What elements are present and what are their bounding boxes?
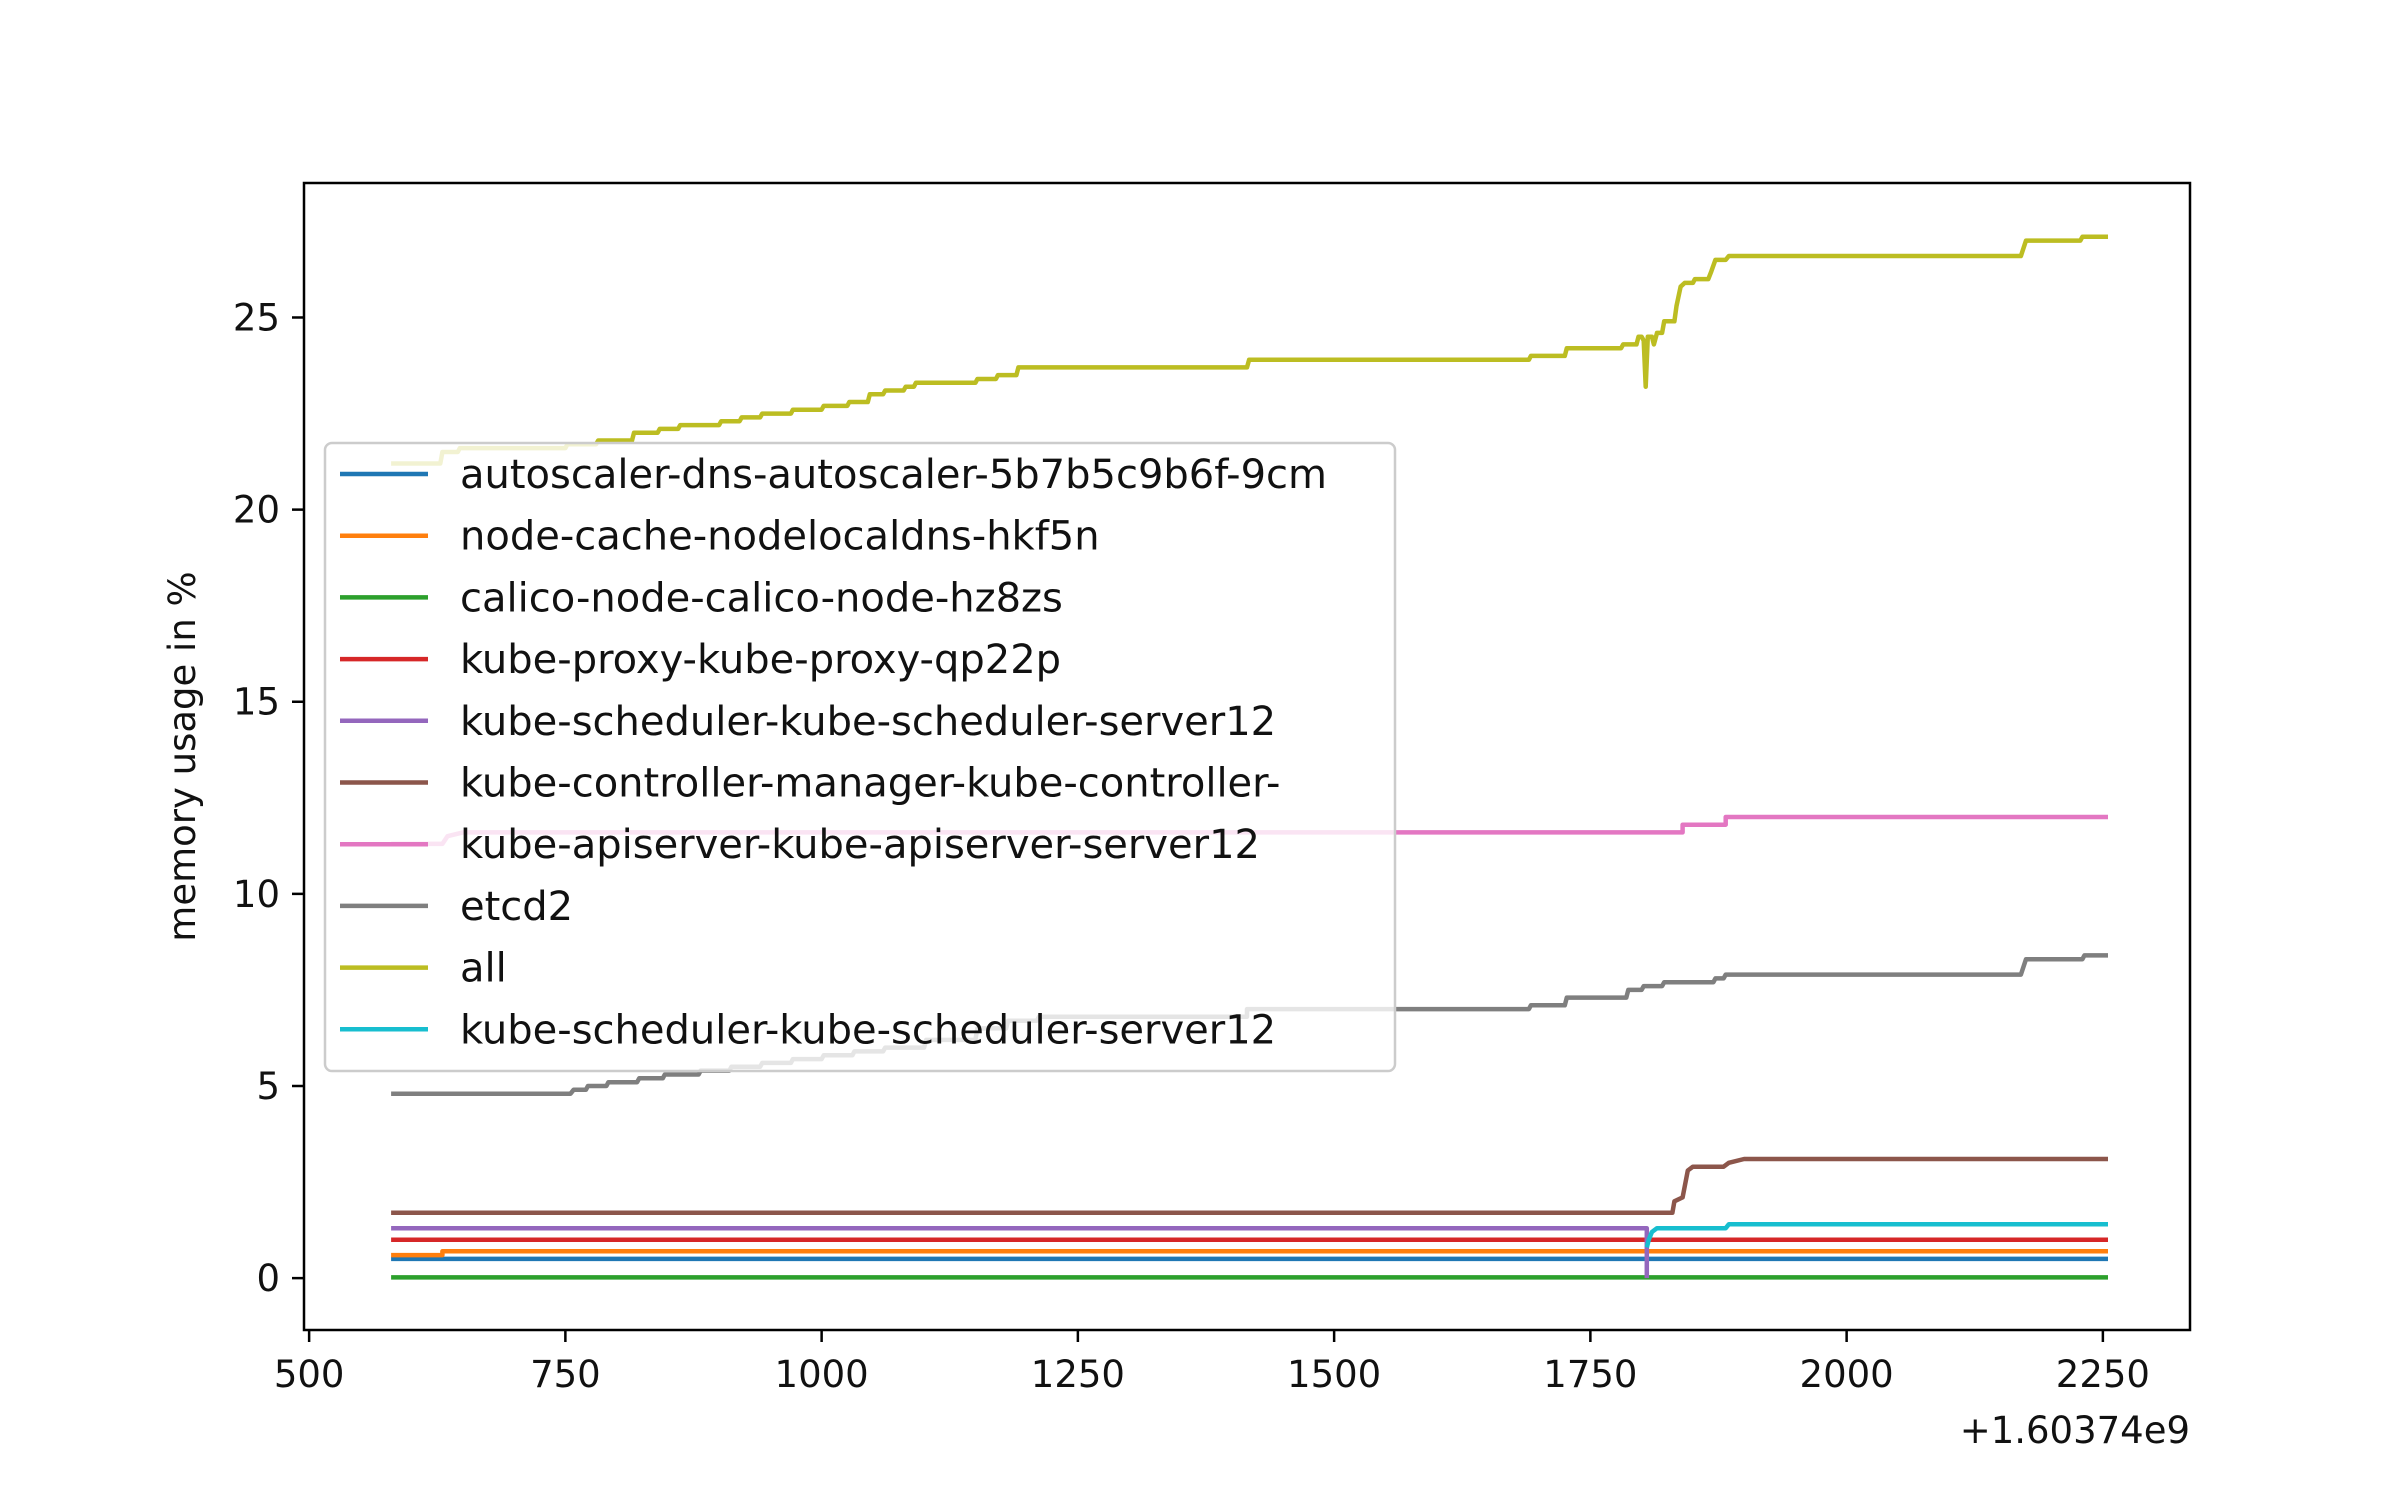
y-tick-label: 0 <box>256 1257 280 1300</box>
x-tick-label: 750 <box>530 1353 601 1396</box>
y-tick-label: 25 <box>233 296 280 339</box>
legend-label-4: kube-scheduler-kube-scheduler-server12 <box>460 699 1276 745</box>
x-tick-label: 2250 <box>2056 1353 2150 1396</box>
x-axis: 500 750 1000 1250 1500 1750 2000 2250 <box>274 1330 2150 1396</box>
series-line-9 <box>1644 1222 2108 1248</box>
y-axis-label: memory usage in % <box>161 571 204 941</box>
legend-label-1: node-cache-nodelocaldns-hkf5n <box>460 514 1100 560</box>
y-axis: 0 5 10 15 20 25 <box>233 296 304 1300</box>
series-layer <box>391 234 2108 1280</box>
plot-area-frame <box>302 181 2192 1332</box>
legend-label-9: kube-scheduler-kube-scheduler-server12 <box>460 1007 1276 1053</box>
series-line-1 <box>391 1248 2108 1258</box>
x-tick-label: 1500 <box>1287 1353 1381 1396</box>
legend-label-0: autoscaler-dns-autoscaler-5b7b5c9b6f-9cm <box>460 452 1327 498</box>
legend: autoscaler-dns-autoscaler-5b7b5c9b6f-9cm… <box>323 441 1397 1073</box>
y-tick-label: 10 <box>233 873 280 916</box>
legend-box <box>323 441 1397 1073</box>
legend-label-2: calico-node-calico-node-hz8zs <box>460 575 1063 621</box>
legend-label-7: etcd2 <box>460 884 573 930</box>
series-line-8 <box>391 234 2108 466</box>
y-tick-label: 20 <box>233 489 280 532</box>
series-line-4 <box>391 1225 1650 1279</box>
x-tick-label: 1750 <box>1543 1353 1637 1396</box>
legend-label-5: kube-controller-manager-kube-controller- <box>460 761 1281 807</box>
legend-label-3: kube-proxy-kube-proxy-qp22p <box>460 637 1061 683</box>
legend-label-8: all <box>460 946 507 992</box>
x-tick-label: 1000 <box>775 1353 869 1396</box>
x-axis-offset-label: +1.60374e9 <box>1960 1409 2190 1452</box>
series-line-5 <box>391 1156 2108 1216</box>
x-tick-label: 2000 <box>1800 1353 1894 1396</box>
x-tick-label: 1250 <box>1031 1353 1125 1396</box>
y-tick-label: 15 <box>233 681 280 724</box>
y-tick-label: 5 <box>256 1065 280 1108</box>
x-tick-label: 500 <box>274 1353 345 1396</box>
legend-label-6: kube-apiserver-kube-apiserver-server12 <box>460 822 1260 868</box>
